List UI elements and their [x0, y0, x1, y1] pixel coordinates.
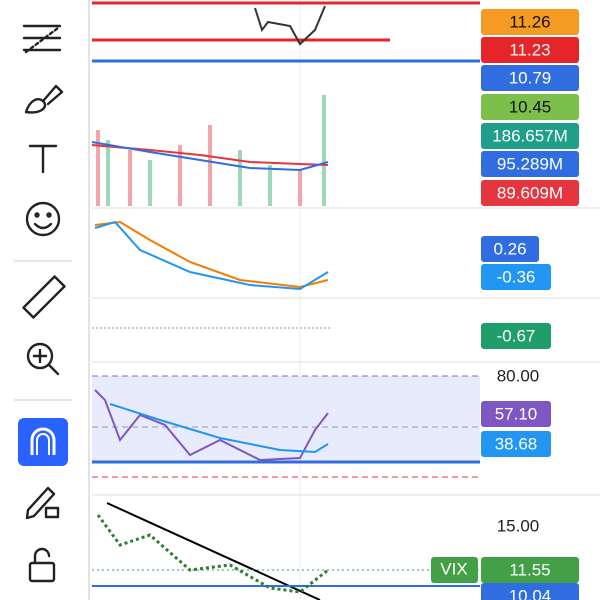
price-label: 11.26 [509, 12, 550, 31]
price-label: 11.23 [509, 40, 550, 59]
price-label-box [481, 264, 551, 290]
toolbar [14, 24, 72, 583]
lock-drawing-tool[interactable] [25, 486, 60, 520]
symbol-tag-box [431, 557, 478, 583]
price-label-box [481, 37, 579, 63]
price-label-box [481, 9, 579, 35]
price-label: -0.67 [497, 326, 536, 345]
price-label-box [481, 236, 539, 262]
text-tool[interactable] [28, 144, 58, 174]
price-label: 10.04 [509, 586, 552, 600]
scale-label: 80.00 [497, 366, 540, 385]
price-label-box [481, 123, 579, 149]
price-label: 95.289M [497, 154, 563, 173]
price-label-box [481, 431, 551, 457]
price-label: 11.55 [509, 560, 550, 579]
price-label: 10.45 [509, 97, 552, 116]
price-label-box [481, 557, 579, 583]
symbol-tag: VIX [440, 559, 467, 578]
price-label: 89.609M [497, 183, 563, 202]
macd-signal [94, 220, 329, 289]
macd-line [94, 220, 329, 291]
price-label-box [481, 401, 551, 427]
candles [254, 5, 326, 46]
price-label-box [481, 180, 579, 206]
scale-label: 15.00 [497, 516, 540, 535]
candles [96, 514, 329, 594]
price-label: 186.657M [492, 126, 568, 145]
rsi-ma [109, 403, 329, 454]
volume-bars [96, 95, 326, 206]
trend-line [106, 502, 321, 600]
price-label: 38.68 [495, 434, 538, 453]
price-label: 57.10 [495, 404, 538, 423]
volume-ma [91, 144, 329, 166]
rsi-line [94, 389, 329, 462]
price-label-box [481, 583, 579, 600]
ruler-tool[interactable] [22, 275, 66, 319]
brush-tool[interactable] [24, 84, 64, 114]
price-label-box [481, 323, 551, 349]
price-label: -0.36 [497, 267, 536, 286]
magnet-tool[interactable] [18, 418, 68, 466]
zoom-tool[interactable] [26, 342, 60, 376]
price-label: 10.79 [509, 68, 552, 87]
volume-ma [91, 141, 329, 172]
price-label-box [481, 151, 579, 177]
price-label: 0.26 [493, 239, 526, 258]
chart-area [91, 0, 600, 600]
price-label-box [481, 94, 579, 120]
emoji-tool[interactable] [25, 201, 61, 237]
lock-tool[interactable] [28, 547, 56, 583]
price-label-box [481, 65, 579, 91]
lines-tool[interactable] [22, 24, 62, 54]
